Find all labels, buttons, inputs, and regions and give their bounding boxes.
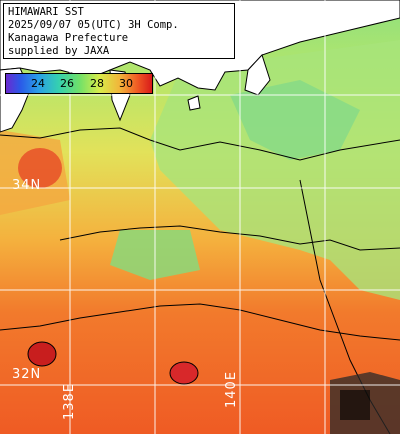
- lat-label-34n: 34N: [12, 178, 42, 193]
- info-box: HIMAWARI SST 2025/09/07 05(UTC) 3H Comp.…: [3, 3, 235, 59]
- cloud-block-se: [340, 390, 370, 420]
- land-boso: [244, 54, 271, 96]
- color-scale-tick: 28: [90, 77, 104, 90]
- color-scale-tick: 24: [31, 77, 45, 90]
- contour-line-north: [0, 127, 400, 161]
- lon-label-140e: 140E: [224, 370, 239, 408]
- info-title: HIMAWARI SST: [8, 6, 84, 18]
- color-scale-tick: 26: [60, 77, 74, 90]
- hotspot-west: [18, 148, 62, 188]
- cool-water-core: [230, 80, 360, 160]
- color-scale-bar: 24 26 28 30: [5, 73, 153, 94]
- info-region: Kanagawa Prefecture: [8, 32, 129, 44]
- info-datetime: 2025/09/07 05(UTC) 3H Comp.: [8, 19, 179, 31]
- lat-label-32n: 32N: [12, 367, 42, 382]
- hotspot-south: [169, 361, 199, 385]
- color-scale-tick: 30: [119, 77, 133, 90]
- info-credit: supplied by JAXA: [8, 45, 110, 57]
- lon-label-138e: 138E: [62, 382, 77, 420]
- contour-line-south: [0, 303, 400, 341]
- hotspot-southwest: [27, 341, 57, 367]
- island-small-1: [187, 95, 201, 111]
